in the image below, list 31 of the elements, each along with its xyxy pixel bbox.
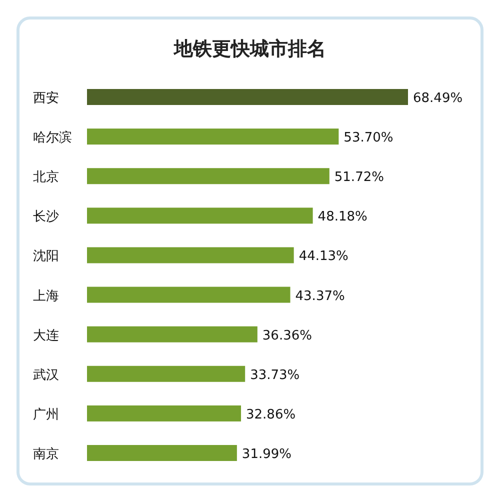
y-tick-label: 长沙 <box>33 210 59 225</box>
data-label: 31.99% <box>242 447 292 462</box>
data-label: 68.49% <box>413 91 463 106</box>
y-tick-label: 广州 <box>33 407 59 422</box>
data-label: 32.86% <box>246 407 296 422</box>
data-label: 51.72% <box>334 170 384 186</box>
y-tick-label: 沈阳 <box>33 249 59 264</box>
chart-title: 地铁更快城市排名 <box>173 38 326 60</box>
data-label: 53.70% <box>344 130 394 146</box>
data-label: 43.37% <box>295 288 345 304</box>
data-label: 44.13% <box>298 249 348 264</box>
data-label: 33.73% <box>250 368 300 383</box>
data-label: 48.18% <box>318 210 368 225</box>
data-label: 36.36% <box>262 328 312 344</box>
bar <box>87 208 313 224</box>
bar <box>87 128 339 145</box>
y-tick-label: 南京 <box>33 447 59 462</box>
bar <box>87 445 237 461</box>
y-tick-label: 武汉 <box>33 368 59 383</box>
bar <box>87 89 408 105</box>
y-tick-label: 大连 <box>33 328 59 344</box>
bar <box>87 366 246 382</box>
y-tick-label: 上海 <box>33 288 59 304</box>
bar <box>87 326 258 342</box>
y-tick-label: 北京 <box>33 170 59 186</box>
bar <box>87 168 330 184</box>
y-tick-label: 西安 <box>33 90 59 106</box>
y-tick-label: 哈尔滨 <box>33 130 72 146</box>
bar <box>87 405 242 422</box>
bar <box>87 286 290 303</box>
bar <box>87 247 294 264</box>
